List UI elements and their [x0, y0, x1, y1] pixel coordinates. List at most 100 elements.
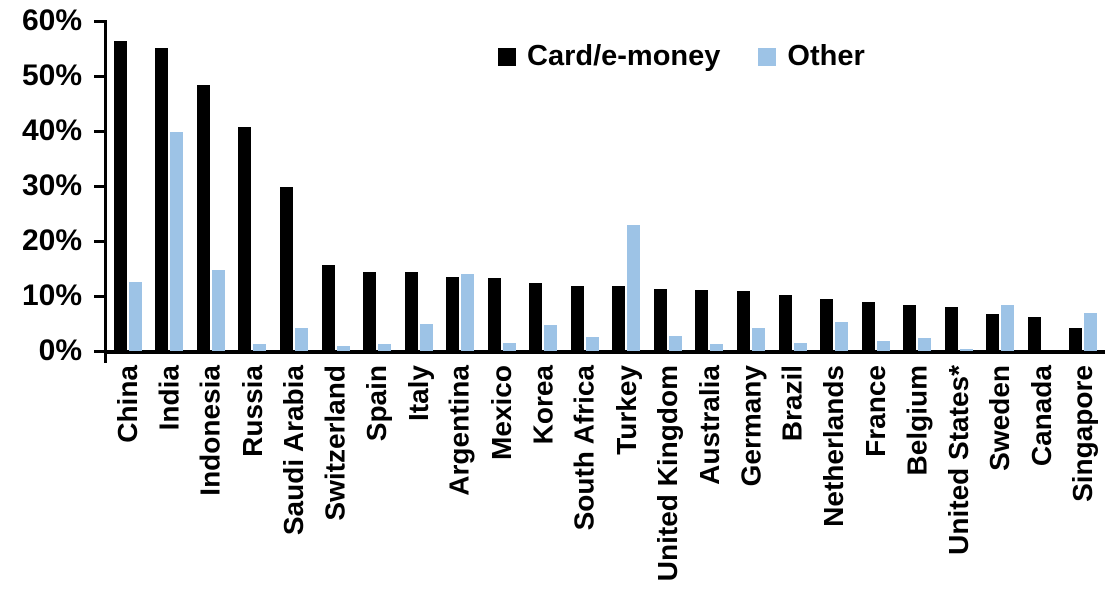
bar-card-e-money: [363, 272, 377, 351]
bar-group: [938, 21, 980, 351]
bar-group: [1063, 21, 1105, 351]
x-axis-label: United Kingdom: [651, 365, 683, 582]
x-axis-label: Singapore: [1067, 365, 1099, 502]
x-axis-label-cell: Germany: [730, 363, 772, 594]
y-axis-tick: [94, 130, 106, 133]
bar-group: [1021, 21, 1063, 351]
bar-card-e-money: [612, 286, 626, 351]
bar-other: [128, 282, 142, 351]
bar-group: [813, 21, 855, 351]
bar-other: [378, 344, 392, 351]
x-axis-label-cell: Mexico: [481, 363, 523, 594]
x-axis-label: Netherlands: [818, 365, 850, 527]
bar-card-e-money: [1027, 317, 1041, 351]
bar-group: [232, 21, 274, 351]
bar-other: [1001, 305, 1015, 351]
x-axis-label-cell: Italy: [398, 363, 440, 594]
bar-other: [876, 341, 890, 351]
bar-group: [439, 21, 481, 351]
x-axis-label-cell: Brazil: [772, 363, 814, 594]
x-axis-label-cell: United States*: [938, 363, 980, 594]
x-axis-label: Argentina: [444, 365, 476, 496]
bar-group: [896, 21, 938, 351]
x-axis-label: Australia: [693, 365, 725, 485]
bar-card-e-money: [570, 286, 584, 351]
legend-swatch-other-icon: [758, 47, 777, 66]
x-axis-label-cell: Sweden: [979, 363, 1021, 594]
y-axis-tick: [94, 20, 106, 23]
bar-other: [211, 270, 225, 351]
x-axis-label-cell: Spain: [356, 363, 398, 594]
legend-item-card-e-money: Card/e-money: [498, 40, 720, 73]
bar-group: [315, 21, 357, 351]
bar-group: [190, 21, 232, 351]
bar-other: [710, 344, 724, 351]
bar-other: [170, 132, 184, 351]
x-axis-label: Switzerland: [319, 365, 351, 521]
x-axis-label: India: [153, 365, 185, 431]
x-axis-label: Canada: [1025, 365, 1057, 467]
bar-other: [668, 336, 682, 351]
x-axis-label: Brazil: [776, 365, 808, 442]
bar-other: [751, 328, 765, 351]
legend-label-other: Other: [787, 40, 865, 72]
x-axis-label: France: [859, 365, 891, 457]
x-axis-label: Indonesia: [194, 365, 226, 496]
bar-card-e-money: [196, 85, 210, 351]
legend: Card/e-money Other: [498, 40, 865, 73]
y-axis-tick: [94, 75, 106, 78]
bar-card-e-money: [279, 187, 293, 351]
legend-swatch-card-e-money-icon: [498, 47, 516, 66]
x-axis-label-cell: India: [149, 363, 191, 594]
x-axis-label: Korea: [527, 365, 559, 445]
bar-other: [585, 337, 599, 351]
bar-card-e-money: [404, 272, 418, 351]
x-axis-label: Sweden: [984, 365, 1016, 471]
legend-item-other: Other: [758, 40, 865, 73]
x-axis-label-cell: Netherlands: [813, 363, 855, 594]
x-axis-label-cell: France: [855, 363, 897, 594]
bar-group: [606, 21, 648, 351]
x-axis-label: United States*: [942, 365, 974, 555]
y-axis-label: 40%: [21, 114, 82, 147]
bar-card-e-money: [529, 283, 543, 351]
bar-group: [855, 21, 897, 351]
x-axis-label-cell: Switzerland: [315, 363, 357, 594]
x-axis-label: Belgium: [901, 365, 933, 476]
y-axis-tick: [94, 350, 106, 353]
bar-group: [647, 21, 689, 351]
bar-other: [793, 343, 807, 351]
bar-other: [959, 349, 973, 351]
bar-card-e-money: [113, 41, 127, 351]
y-axis-label: 10%: [21, 279, 82, 312]
bar-card-e-money: [778, 295, 792, 351]
bar-group: [564, 21, 606, 351]
x-axis-label-cell: Indonesia: [190, 363, 232, 594]
bar-group: [107, 21, 149, 351]
bar-card-e-money: [238, 127, 252, 351]
bar-other: [294, 328, 308, 351]
bar-other: [253, 344, 267, 351]
bar-card-e-money: [820, 299, 834, 351]
legend-label-card-e-money: Card/e-money: [527, 40, 721, 72]
y-axis-line: [104, 20, 107, 363]
bar-card-e-money: [986, 314, 1000, 351]
bar-other: [502, 343, 516, 351]
bar-card-e-money: [487, 278, 501, 351]
x-axis-label-cell: Singapore: [1063, 363, 1105, 594]
bar-other: [918, 338, 932, 351]
y-axis-label: 60%: [21, 4, 82, 37]
x-axis-label-cell: China: [107, 363, 149, 594]
x-axis-label-cell: Korea: [522, 363, 564, 594]
plot-area: [107, 21, 1104, 351]
x-axis-labels: China India Indonesia Russia Saudi Arabia Swi…: [107, 363, 1104, 594]
y-axis-tick: [94, 295, 106, 298]
x-axis-label-cell: Belgium: [896, 363, 938, 594]
x-axis-label: China: [111, 365, 143, 443]
bar-card-e-money: [861, 302, 875, 351]
bar-group: [979, 21, 1021, 351]
x-axis-label: Saudi Arabia: [277, 365, 309, 536]
bar-other: [461, 274, 475, 351]
bar-card-e-money: [903, 305, 917, 351]
